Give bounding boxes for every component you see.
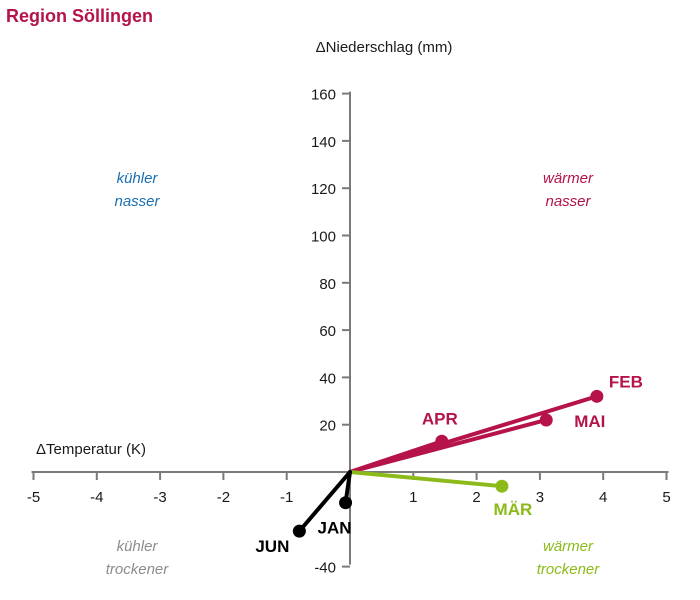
y-tick-label: 20 xyxy=(319,418,336,435)
x-tick-label: -1 xyxy=(280,489,293,506)
y-tick-label: 60 xyxy=(319,323,336,340)
quadrant-label: kühler xyxy=(117,170,159,187)
data-label: MÄR xyxy=(494,500,533,519)
series-line xyxy=(348,417,549,474)
data-point xyxy=(435,434,449,448)
data-point xyxy=(495,479,509,493)
x-axis-title: ΔTemperatur (K) xyxy=(36,441,146,458)
chart-title: Region Söllingen xyxy=(6,6,153,26)
x-tick-label: 4 xyxy=(599,489,607,506)
x-tick-label: -3 xyxy=(153,489,166,506)
y-tick-label: 120 xyxy=(311,181,336,198)
y-tick-label: 140 xyxy=(311,134,336,151)
quadrant-label: nasser xyxy=(114,193,160,210)
data-label: MAI xyxy=(574,412,605,431)
data-point xyxy=(539,413,553,427)
data-label: JAN xyxy=(318,519,352,538)
data-label: FEB xyxy=(609,372,643,391)
quadrant-label: trockener xyxy=(106,561,170,578)
data-point xyxy=(292,524,306,538)
x-tick-label: -2 xyxy=(217,489,230,506)
y-tick-label: 100 xyxy=(311,229,336,246)
y-axis-title: ΔNiederschlag (mm) xyxy=(316,39,453,56)
series-line xyxy=(297,470,352,534)
data-point xyxy=(339,496,353,510)
quadrant-label: wärmer xyxy=(543,538,594,555)
x-tick-label: 1 xyxy=(409,489,417,506)
series-line xyxy=(348,439,444,474)
data-point xyxy=(590,389,604,403)
y-tick-label: 80 xyxy=(319,276,336,293)
quadrant-label: wärmer xyxy=(543,170,594,187)
x-tick-label: 2 xyxy=(472,489,480,506)
x-tick-label: -5 xyxy=(27,489,40,506)
x-tick-label: 5 xyxy=(662,489,670,506)
data-label: APR xyxy=(422,409,458,428)
series-line xyxy=(348,470,504,489)
y-tick-label: -40 xyxy=(314,560,336,577)
quadrant-label: kühler xyxy=(117,538,159,555)
y-tick-label: 160 xyxy=(311,87,336,104)
x-tick-label: -4 xyxy=(90,489,103,506)
x-tick-label: 3 xyxy=(536,489,544,506)
quadrant-label: trockener xyxy=(537,561,601,578)
y-tick-label: 40 xyxy=(319,370,336,387)
quadrant-label: nasser xyxy=(545,193,591,210)
data-label: JUN xyxy=(255,537,289,556)
